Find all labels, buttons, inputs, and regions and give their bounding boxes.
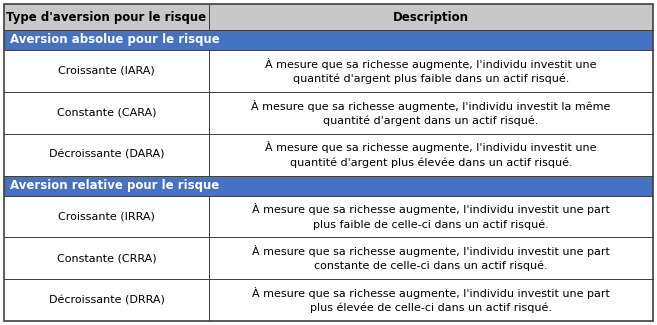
Text: Aversion absolue pour le risque: Aversion absolue pour le risque (10, 33, 219, 46)
Text: À mesure que sa richesse augmente, l'individu investit une
quantité d'argent plu: À mesure que sa richesse augmente, l'ind… (265, 58, 597, 84)
Bar (4, 30, 653, 50)
Bar (4, 134, 209, 176)
Text: Description: Description (393, 10, 469, 23)
Bar (209, 279, 653, 321)
Text: Constante (CRRA): Constante (CRRA) (57, 253, 156, 263)
Bar (4, 176, 653, 196)
Bar (209, 134, 653, 176)
Text: À mesure que sa richesse augmente, l'individu investit une
quantité d'argent plu: À mesure que sa richesse augmente, l'ind… (265, 141, 597, 168)
Text: À mesure que sa richesse augmente, l'individu investit la même
quantité d'argent: À mesure que sa richesse augmente, l'ind… (252, 99, 611, 126)
Bar (209, 92, 653, 134)
Bar (209, 196, 653, 237)
Text: Constante (CARA): Constante (CARA) (57, 108, 156, 118)
Text: À mesure que sa richesse augmente, l'individu investit une part
plus faible de c: À mesure que sa richesse augmente, l'ind… (252, 203, 610, 229)
Bar (4, 279, 209, 321)
Text: Aversion relative pour le risque: Aversion relative pour le risque (10, 179, 219, 192)
Bar (4, 196, 209, 237)
Text: Croissante (IARA): Croissante (IARA) (58, 66, 155, 76)
Bar (209, 237, 653, 279)
Bar (4, 92, 209, 134)
Bar (209, 4, 653, 30)
Text: À mesure que sa richesse augmente, l'individu investit une part
plus élevée de c: À mesure que sa richesse augmente, l'ind… (252, 287, 610, 313)
Text: Type d'aversion pour le risque: Type d'aversion pour le risque (7, 10, 206, 23)
Bar (4, 4, 209, 30)
Bar (4, 237, 209, 279)
Bar (209, 50, 653, 92)
Text: Décroissante (DRRA): Décroissante (DRRA) (49, 295, 164, 305)
Bar (4, 50, 209, 92)
Text: Décroissante (DARA): Décroissante (DARA) (49, 150, 164, 160)
Text: À mesure que sa richesse augmente, l'individu investit une part
constante de cel: À mesure que sa richesse augmente, l'ind… (252, 245, 610, 271)
Text: Croissante (IRRA): Croissante (IRRA) (58, 212, 155, 221)
